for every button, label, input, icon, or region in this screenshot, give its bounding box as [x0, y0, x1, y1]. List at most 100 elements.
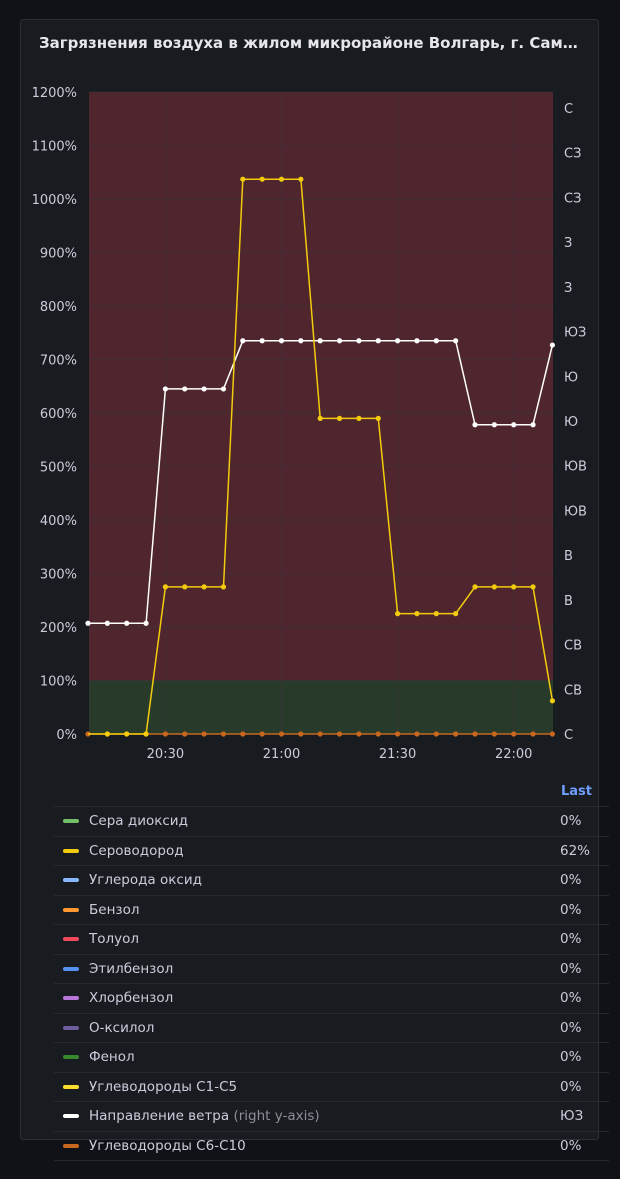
series-2-point: [182, 731, 188, 737]
legend-item-label: Толуол: [89, 931, 140, 947]
series-2-point: [220, 731, 227, 737]
series-0-point: [375, 415, 381, 421]
y-tick-label: 700%: [40, 354, 77, 369]
series-2-point: [259, 731, 265, 737]
series-2-point: [511, 731, 517, 737]
legend-item[interactable]: О-ксилол 0%: [54, 1014, 609, 1043]
legend-item[interactable]: Углеводороды С6-С10 0%: [54, 1132, 609, 1161]
y-tick-label: 500%: [40, 461, 77, 476]
series-0-point: [124, 731, 130, 737]
y2-tick-label: С: [564, 728, 573, 743]
series-1-point: [124, 620, 130, 626]
legend-item[interactable]: Направление ветра (right y-axis) ЮЗ: [54, 1102, 609, 1132]
legend-item-label: Сероводород: [89, 842, 184, 859]
series-1-point: [143, 620, 149, 626]
y-tick-label: 800%: [40, 300, 77, 315]
time-series-chart[interactable]: 0% 100% 200% 300% 400% 500% 600% 700% 800% 900% 10…: [21, 20, 600, 760]
legend-header: Last: [54, 778, 609, 807]
series-0-point: [453, 611, 459, 617]
series-1-point: [317, 338, 323, 344]
series-1-point: [201, 386, 207, 392]
legend-swatch: [63, 966, 79, 971]
y2-tick-label: Ю: [564, 370, 578, 385]
series-0-point: [220, 584, 227, 590]
legend-swatch: [63, 819, 79, 823]
legend-item-label: Углеводороды С1-С5: [89, 1078, 238, 1095]
y2-tick-label: Ю: [564, 415, 578, 430]
legend-item-last-value: ЮЗ: [560, 1108, 584, 1124]
series-1-point: [259, 338, 265, 344]
y2-tick-label: ЮЗ: [564, 326, 586, 341]
series-2-point: [278, 731, 285, 737]
series-2-point: [336, 731, 343, 737]
y2-tick-label: СВ: [564, 683, 582, 698]
series-1-point: [433, 338, 439, 344]
series-0-point: [549, 698, 556, 704]
y2-tick-label: СЗ: [564, 147, 581, 162]
legend-item-label: О-ксилол: [89, 1019, 155, 1036]
legend-item-name: Углеводороды С6-С10: [89, 1138, 246, 1154]
series-2-point: [414, 731, 420, 737]
series-1-point: [104, 620, 110, 626]
y-tick-label: 1100%: [32, 140, 77, 155]
legend-swatch: [63, 1084, 79, 1089]
series-1-point: [395, 338, 401, 344]
series-0-point: [395, 611, 401, 617]
legend-item[interactable]: Толуол 0%: [54, 925, 609, 955]
y2-tick-label: В: [564, 594, 573, 609]
series-0-point: [143, 731, 149, 737]
series-0-point: [472, 584, 478, 590]
series-1-line: [87, 340, 554, 625]
series-1-point: [220, 386, 227, 392]
y-tick-label: 1200%: [32, 86, 77, 101]
series-2-point: [162, 731, 168, 737]
legend-item-name: Сероводород: [89, 843, 184, 859]
legend-item-last-value: 0%: [560, 901, 582, 918]
y2-tick-label: С: [564, 102, 573, 117]
legend-last-column[interactable]: Last: [561, 784, 593, 799]
legend-item[interactable]: Бензол 0%: [54, 896, 609, 925]
legend-item-last-value: 0%: [560, 960, 582, 977]
legend-item-name: Фенол: [89, 1049, 135, 1065]
legend-item-label: Углерода оксид: [89, 872, 202, 888]
y2-tick-label: СЗ: [564, 191, 581, 206]
y2-tick-label: ЮВ: [564, 504, 587, 519]
legend-item[interactable]: Фенол 0%: [54, 1043, 609, 1073]
legend-swatch: [63, 907, 79, 912]
series-1-point: [278, 338, 285, 344]
legend-item[interactable]: Хлорбензол 0%: [54, 984, 609, 1014]
series-2-point: [472, 731, 478, 737]
legend-swatch: [63, 878, 79, 882]
y2-tick-label: З: [564, 281, 572, 296]
x-tick-label: 21:00: [263, 747, 300, 760]
x-tick-label: 21:30: [379, 747, 416, 760]
legend-item-name: Хлорбензол: [89, 990, 173, 1006]
legend-item[interactable]: Этилбензол 0%: [54, 955, 609, 984]
series-2-point: [240, 731, 246, 737]
legend-item[interactable]: Углеводороды С1-С5 0%: [54, 1073, 609, 1102]
series-0-point: [104, 731, 110, 737]
legend-item[interactable]: Сера диоксид 0%: [54, 807, 609, 837]
legend-item-label: Фенол: [89, 1049, 135, 1065]
series-0-point: [162, 584, 168, 590]
legend-swatch: [63, 1143, 79, 1148]
legend-item-label: Углеводороды С6-С10: [89, 1137, 246, 1154]
legend-item-last-value: 0%: [560, 1049, 582, 1065]
series-0-point: [491, 584, 497, 590]
legend-item-label: Сера диоксид: [89, 813, 188, 829]
series-1-point: [356, 338, 362, 344]
legend-swatch: [63, 848, 79, 853]
series-0-point: [182, 584, 188, 590]
legend-item-name: Углерода оксид: [89, 872, 202, 888]
legend-item[interactable]: Углерода оксид 0%: [54, 866, 609, 896]
series-2-point: [201, 731, 207, 737]
y-tick-label: 200%: [40, 621, 77, 636]
legend-item[interactable]: Сероводород 62%: [54, 837, 609, 866]
series-0-point: [317, 415, 323, 421]
series-2-point: [549, 731, 556, 737]
legend-item-last-value: 62%: [560, 842, 591, 859]
series-0-point: [336, 415, 343, 421]
series-2-point: [491, 731, 497, 737]
series-1-point: [240, 338, 246, 344]
series-1-point: [162, 386, 168, 392]
